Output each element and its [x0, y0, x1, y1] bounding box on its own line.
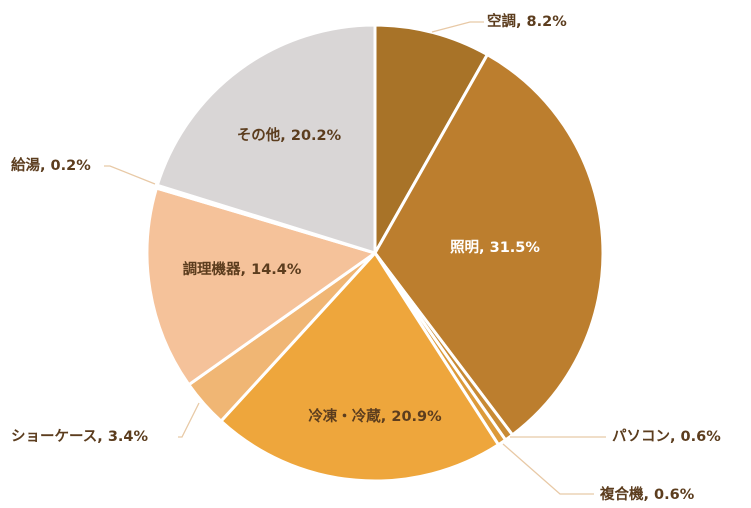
leader-lines [104, 21, 606, 495]
slice-label-7: 給湯, 0.2% [11, 156, 91, 174]
slice-label-1: 照明, 31.5% [450, 239, 540, 256]
slice-label-4: 冷凍・冷蔵, 20.9% [308, 407, 442, 425]
pie-slices [145, 23, 605, 483]
pie-slice-1 [373, 53, 605, 437]
leader-line-3 [502, 443, 594, 495]
pie-slice-4 [219, 251, 500, 483]
slice-label-5: ショーケース, 3.4% [11, 428, 149, 445]
slice-labels: 空調, 8.2% 照明, 31.5% パソコン, 0.6% 複合機, 0.6% 冷凍・冷… [11, 12, 721, 503]
leader-line-5 [178, 402, 200, 438]
pie-slice-0 [373, 23, 489, 255]
slice-label-3: 複合機, 0.6% [599, 485, 695, 503]
leader-line-7 [104, 165, 156, 185]
leader-line-0 [431, 21, 484, 33]
pie-slice-8 [155, 23, 377, 255]
slice-label-8: その他, 20.2% [237, 126, 342, 144]
slice-label-0: 空調, 8.2% [487, 12, 567, 30]
slice-label-6: 調理機器, 14.4% [183, 260, 302, 278]
slice-label-2: パソコン, 0.6% [612, 428, 721, 445]
